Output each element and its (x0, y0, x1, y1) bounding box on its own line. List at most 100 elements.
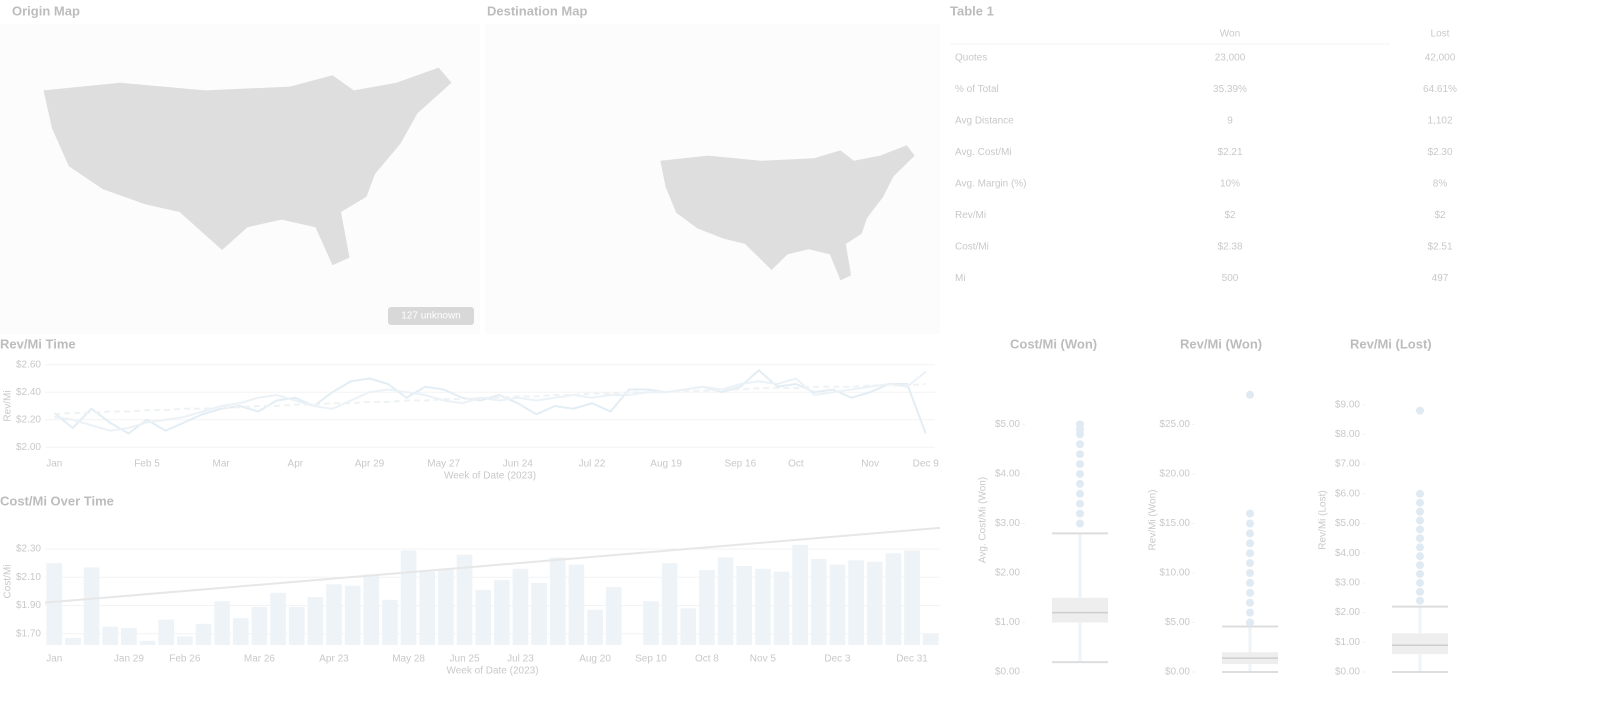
column-header: Won (1220, 29, 1240, 40)
trend-line (44, 526, 941, 604)
y-tick-label: $2.40 (16, 387, 41, 398)
bar (270, 592, 286, 645)
outlier (1416, 489, 1424, 498)
outlier (1246, 509, 1254, 518)
row-label: Mi (955, 273, 966, 284)
y-tick-label: $0.00 (995, 667, 1020, 678)
bar (195, 623, 212, 645)
x-tick-label: Dec 9 (913, 459, 940, 470)
column-header: Lost (1431, 29, 1450, 40)
chart-title: Rev/Mi Time (0, 336, 76, 351)
y-tick-label: $8.00 (1335, 429, 1360, 440)
bar (810, 558, 827, 645)
badge (388, 307, 474, 325)
y-tick-label: $2.30 (16, 544, 41, 555)
bar (438, 568, 454, 645)
outlier (1246, 578, 1254, 587)
cell: 23,000 (1215, 53, 1246, 64)
box (1052, 597, 1108, 623)
y-tick-label: $15.00 (1159, 518, 1190, 529)
y-tick-label: $0.00 (1165, 667, 1190, 678)
x-tick-label: Apr 23 (319, 654, 349, 665)
chart-title: Cost/Mi Over Time (0, 493, 114, 508)
outlier (1416, 561, 1424, 570)
y-axis-title: Rev/Mi (Won) (1148, 490, 1159, 551)
outlier (1416, 543, 1424, 552)
panel-title: Destination Map (487, 3, 587, 18)
x-tick-label: Sep 16 (724, 459, 756, 470)
box (1392, 633, 1448, 655)
y-tick-label: $2.10 (16, 572, 41, 583)
y-tick-label: $4.00 (1335, 548, 1360, 559)
cell: 500 (1222, 273, 1239, 284)
outlier (1246, 549, 1254, 558)
bar (885, 553, 902, 645)
outlier (1246, 588, 1254, 597)
bar (251, 606, 268, 645)
bar (344, 585, 361, 645)
x-tick-label: Jan 29 (114, 654, 144, 665)
cell: 35.39% (1213, 84, 1247, 95)
bar (922, 633, 939, 645)
outlier (1416, 406, 1424, 415)
x-tick-label: Dec 3 (824, 654, 851, 665)
outlier (1076, 509, 1084, 518)
x-tick-label: Mar 26 (244, 654, 276, 665)
bar (326, 584, 342, 645)
outlier (1076, 479, 1084, 488)
x-tick-label: Jan (46, 654, 62, 665)
panel-title: Table 1 (950, 3, 994, 18)
x-tick-label: Nov (861, 459, 879, 470)
bar (102, 626, 119, 645)
x-tick-label: Oct 8 (695, 654, 719, 665)
x-tick-label: Jan (46, 459, 62, 470)
x-tick-label: Mar (213, 459, 231, 470)
x-axis-title: Week of Date (2023) (444, 471, 536, 482)
row-label: Cost/Mi (955, 242, 989, 253)
outlier (1416, 578, 1424, 587)
x-tick-label: Jul 22 (579, 459, 606, 470)
outlier (1076, 420, 1084, 429)
outlier (1246, 559, 1254, 568)
bar (493, 580, 510, 645)
outlier (1416, 498, 1424, 507)
y-tick-label: $1.00 (1335, 637, 1360, 648)
outlier (1246, 598, 1254, 607)
outlier (1416, 596, 1424, 605)
y-tick-label: $9.00 (1335, 399, 1360, 410)
outlier (1246, 618, 1254, 627)
x-tick-label: Feb 26 (169, 654, 201, 665)
outlier (1246, 608, 1254, 617)
y-tick-label: $3.00 (995, 518, 1020, 529)
x-tick-label: May 28 (392, 654, 425, 665)
x-tick-label: Nov 5 (750, 654, 777, 665)
bar (232, 618, 249, 645)
outlier (1246, 390, 1254, 399)
y-tick-label: $25.00 (1159, 419, 1190, 430)
panel-title: Origin Map (12, 3, 80, 18)
chart-title: Cost/Mi (Won) (1010, 336, 1097, 351)
outlier (1416, 507, 1424, 516)
bar (363, 574, 380, 645)
x-tick-label: May 27 (427, 459, 460, 470)
x-tick-label: Feb 5 (134, 459, 160, 470)
outlier (1076, 499, 1084, 508)
badge-label: 127 unknown (401, 311, 461, 322)
bar (680, 608, 697, 645)
outlier (1076, 450, 1084, 459)
bar (419, 571, 436, 645)
bar (848, 560, 864, 645)
cell: 42,000 (1425, 53, 1456, 64)
y-tick-label: $2.00 (995, 568, 1020, 579)
outlier (1246, 529, 1254, 538)
cell: 9 (1227, 116, 1233, 127)
bar (214, 601, 230, 645)
bar (456, 554, 473, 645)
line-series (54, 370, 927, 432)
y-tick-label: $2.20 (16, 414, 41, 425)
bar (587, 609, 603, 645)
y-tick-label: $1.00 (995, 617, 1020, 628)
outlier (1076, 440, 1084, 449)
